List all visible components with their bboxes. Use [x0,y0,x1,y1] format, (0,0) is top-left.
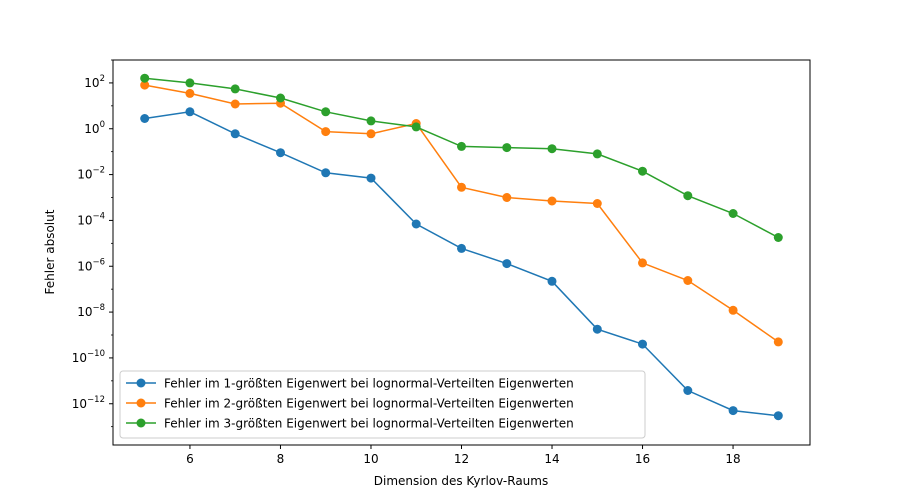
legend: Fehler im 1-größten Eigenwert bei lognor… [119,370,646,439]
x-tick-label: 14 [544,452,559,466]
data-point [773,233,783,242]
x-tick-label: 12 [454,452,469,466]
data-point [592,324,602,334]
series-layer [140,73,783,421]
data-point [547,276,557,286]
y-tick-label: 100 [84,120,105,136]
data-point [638,339,647,349]
data-point [276,93,285,103]
data-point [638,166,647,176]
y-axis-label: Fehler absolut [43,209,57,294]
data-point [728,209,738,218]
y-tick-label: 10−6 [77,257,105,273]
legend-entry: Fehler im 1-größten Eigenwert bei lognor… [164,377,574,391]
data-point [502,259,512,269]
data-point [140,80,150,90]
x-tick-label: 16 [635,452,650,466]
data-point [411,122,421,132]
x-axis-ticks: 6 8 10 12 14 16 18 [186,445,741,466]
data-point [185,107,195,117]
data-point [366,173,376,183]
y-tick-label: 10−12 [72,395,105,411]
data-point [683,276,693,285]
y-tick-label: 10−10 [72,349,105,365]
data-point [276,148,285,158]
legend-swatch-marker [136,418,146,428]
x-tick-label: 8 [277,452,285,466]
data-point [728,305,738,315]
data-point [457,243,466,253]
data-point [502,193,512,202]
data-point [140,73,150,83]
x-tick-label: 6 [186,452,194,466]
data-point [321,168,331,178]
y-axis-ticks: 102 100 10−2 10−4 10−6 10−8 10−10 10−12 [72,59,113,428]
data-point [185,78,195,88]
y-tick-label: 10−4 [77,211,105,227]
legend-entry: Fehler im 3-größten Eigenwert bei lognor… [164,417,574,431]
data-point [502,143,512,153]
legend-swatch-marker [136,398,146,408]
data-point [230,84,240,94]
data-point [366,129,376,139]
y-tick-label: 102 [84,74,105,90]
x-tick-label: 18 [725,452,740,466]
data-point [683,386,693,395]
data-point [547,144,557,154]
data-point [411,219,421,229]
legend-box [119,370,646,439]
data-point [366,116,376,126]
data-point [592,199,602,208]
x-tick-label: 10 [363,452,378,466]
data-point [185,88,195,98]
legend-entry: Fehler im 2-größten Eigenwert bei lognor… [164,397,574,411]
data-point [457,182,466,192]
data-point [638,258,647,268]
data-point [773,337,783,347]
data-point [773,411,783,421]
data-point [683,191,693,201]
data-point [728,406,738,416]
data-point [547,196,557,206]
y-tick-label: 10−2 [77,166,105,182]
data-point [592,149,602,159]
x-axis-label: Dimension des Kyrlov-Raums [374,474,548,488]
data-point [321,107,331,117]
data-point [321,127,331,137]
data-point [230,99,240,109]
data-point [230,129,240,139]
data-point [457,141,466,151]
legend-swatch-marker [136,378,146,388]
y-tick-label: 10−8 [77,303,105,319]
data-point [140,114,150,123]
